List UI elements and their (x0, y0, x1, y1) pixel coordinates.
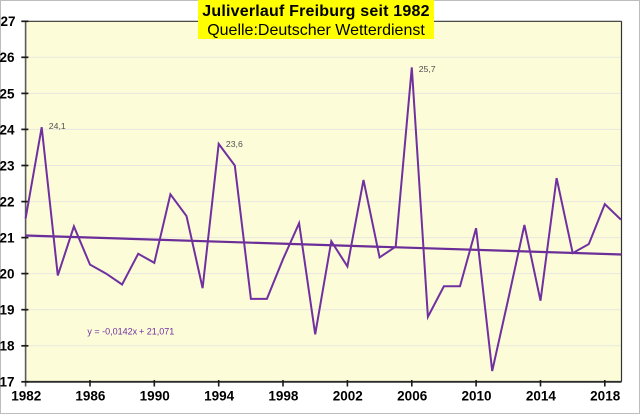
svg-text:25: 25 (0, 86, 15, 101)
svg-text:2018: 2018 (590, 388, 621, 403)
svg-text:22: 22 (0, 195, 15, 210)
svg-text:1998: 1998 (268, 388, 299, 403)
svg-text:27: 27 (0, 14, 15, 29)
svg-text:y = -0,0142x + 21,071: y = -0,0142x + 21,071 (87, 326, 174, 336)
svg-text:1994: 1994 (204, 388, 235, 403)
svg-text:17: 17 (0, 375, 15, 390)
svg-text:2002: 2002 (333, 388, 363, 403)
svg-text:26: 26 (0, 50, 15, 65)
svg-text:20: 20 (0, 267, 15, 282)
svg-text:24: 24 (0, 122, 15, 137)
svg-text:21: 21 (0, 231, 15, 246)
svg-text:1982: 1982 (11, 388, 41, 403)
svg-text:2006: 2006 (397, 388, 428, 403)
svg-text:25,7: 25,7 (419, 64, 436, 74)
svg-text:23: 23 (0, 158, 15, 173)
svg-text:19: 19 (0, 303, 15, 318)
svg-text:2014: 2014 (526, 388, 557, 403)
svg-text:18: 18 (0, 339, 15, 354)
svg-text:1990: 1990 (140, 388, 170, 403)
svg-text:23,6: 23,6 (226, 139, 243, 149)
svg-text:2010: 2010 (461, 388, 491, 403)
svg-text:1986: 1986 (75, 388, 106, 403)
svg-text:24,1: 24,1 (49, 121, 66, 131)
